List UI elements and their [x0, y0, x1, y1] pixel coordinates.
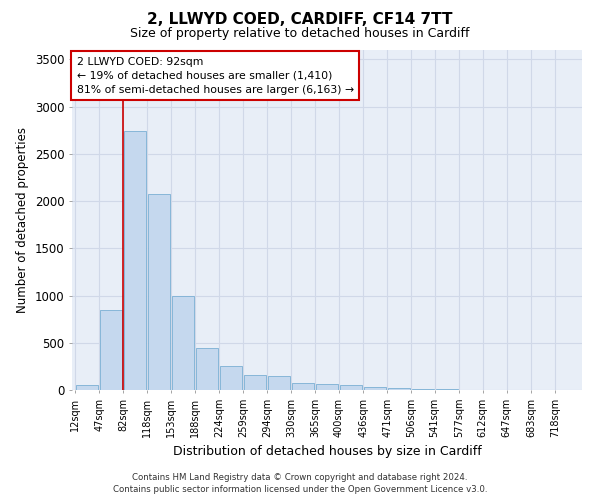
Bar — [364, 387, 386, 390]
Text: Size of property relative to detached houses in Cardiff: Size of property relative to detached ho… — [130, 28, 470, 40]
Bar — [244, 376, 266, 390]
Bar — [124, 131, 146, 390]
Bar — [268, 376, 290, 390]
Bar — [148, 194, 170, 390]
Text: Contains HM Land Registry data © Crown copyright and database right 2024.
Contai: Contains HM Land Registry data © Crown c… — [113, 472, 487, 494]
Text: 2, LLWYD COED, CARDIFF, CF14 7TT: 2, LLWYD COED, CARDIFF, CF14 7TT — [147, 12, 453, 28]
Bar — [172, 296, 194, 390]
Bar — [388, 388, 410, 390]
Bar — [340, 386, 362, 390]
X-axis label: Distribution of detached houses by size in Cardiff: Distribution of detached houses by size … — [173, 446, 481, 458]
Text: 2 LLWYD COED: 92sqm
← 19% of detached houses are smaller (1,410)
81% of semi-det: 2 LLWYD COED: 92sqm ← 19% of detached ho… — [77, 56, 354, 94]
Bar — [220, 366, 242, 390]
Bar — [316, 384, 338, 390]
Bar — [292, 383, 314, 390]
Y-axis label: Number of detached properties: Number of detached properties — [16, 127, 29, 313]
Bar — [196, 348, 218, 390]
Bar — [436, 389, 458, 390]
Bar — [76, 385, 98, 390]
Bar — [412, 389, 434, 390]
Bar — [100, 310, 122, 390]
